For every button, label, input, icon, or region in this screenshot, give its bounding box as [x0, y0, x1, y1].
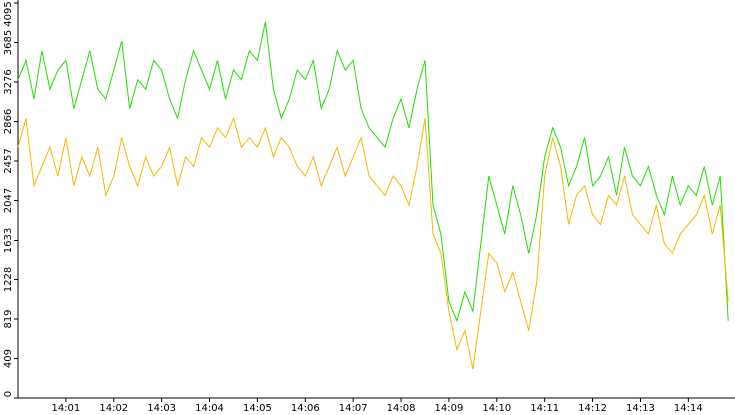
y-tick-label: 409 — [3, 349, 14, 368]
y-tick-label: 3685 — [3, 30, 14, 55]
x-tick-label: 14:06 — [291, 403, 320, 414]
x-tick-label: 14:08 — [387, 403, 416, 414]
y-tick-label: 0 — [3, 391, 14, 397]
x-tick-label: 14:10 — [482, 403, 511, 414]
y-tick-label: 1633 — [3, 228, 14, 253]
y-tick-label: 4095 — [3, 1, 14, 26]
x-tick-label: 14:01 — [51, 403, 80, 414]
x-tick-label: 14:13 — [626, 403, 655, 414]
x-tick-label: 14:03 — [147, 403, 176, 414]
x-tick-label: 14:07 — [339, 403, 368, 414]
x-tick-label: 14:05 — [243, 403, 272, 414]
y-tick-label: 3276 — [3, 69, 14, 94]
x-tick-label: 14:11 — [530, 403, 559, 414]
y-tick-label: 819 — [3, 309, 14, 328]
y-tick-label: 2047 — [3, 188, 14, 213]
x-tick-label: 14:02 — [99, 403, 128, 414]
y-tick-label: 2866 — [3, 109, 14, 134]
x-tick-label: 14:14 — [674, 403, 703, 414]
series-line — [17, 21, 729, 323]
y-tick-label: 2457 — [3, 148, 14, 173]
series-line — [17, 116, 729, 370]
x-tick-label: 14:09 — [435, 403, 464, 414]
y-tick-label: 1228 — [3, 267, 14, 292]
x-tick-label: 14:12 — [578, 403, 607, 414]
x-tick-label: 14:04 — [195, 403, 224, 414]
